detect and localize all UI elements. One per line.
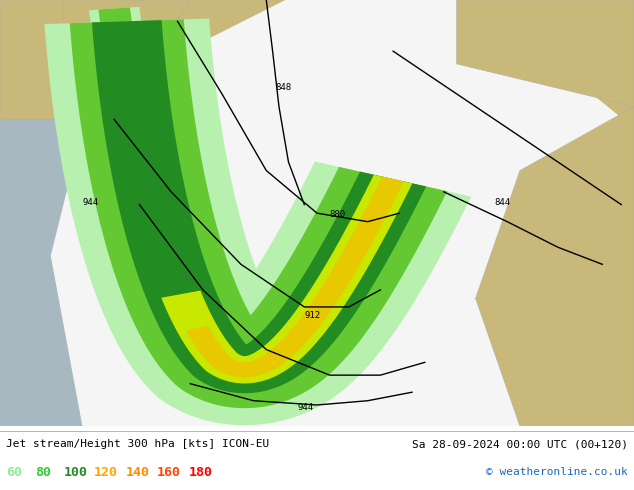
Polygon shape (456, 0, 634, 107)
Text: 120: 120 (94, 466, 118, 479)
Polygon shape (63, 0, 190, 51)
Text: 944: 944 (82, 197, 98, 207)
Text: Jet stream/Height 300 hPa [kts] ICON-EU: Jet stream/Height 300 hPa [kts] ICON-EU (6, 439, 269, 449)
Polygon shape (0, 64, 158, 234)
Text: 944: 944 (298, 403, 314, 412)
Polygon shape (161, 175, 412, 384)
Text: 912: 912 (304, 311, 320, 319)
Text: 160: 160 (157, 466, 181, 479)
Text: © weatheronline.co.uk: © weatheronline.co.uk (486, 467, 628, 477)
Polygon shape (0, 0, 634, 426)
Text: 60: 60 (6, 466, 22, 479)
Text: 880: 880 (330, 210, 346, 220)
Text: 848: 848 (276, 82, 292, 92)
Polygon shape (70, 20, 447, 408)
Polygon shape (0, 64, 190, 213)
Polygon shape (186, 176, 404, 377)
Text: 80: 80 (35, 466, 51, 479)
Polygon shape (92, 20, 426, 393)
Text: 844: 844 (495, 197, 510, 207)
Text: 180: 180 (189, 466, 213, 479)
Polygon shape (0, 0, 114, 120)
Polygon shape (98, 7, 143, 214)
Text: Sa 28-09-2024 00:00 UTC (00+120): Sa 28-09-2024 00:00 UTC (00+120) (411, 439, 628, 449)
Polygon shape (0, 149, 139, 426)
Polygon shape (51, 0, 634, 426)
Polygon shape (44, 19, 471, 425)
Polygon shape (476, 107, 634, 426)
Text: 100: 100 (63, 466, 87, 479)
Polygon shape (89, 7, 152, 215)
Text: 140: 140 (126, 466, 150, 479)
